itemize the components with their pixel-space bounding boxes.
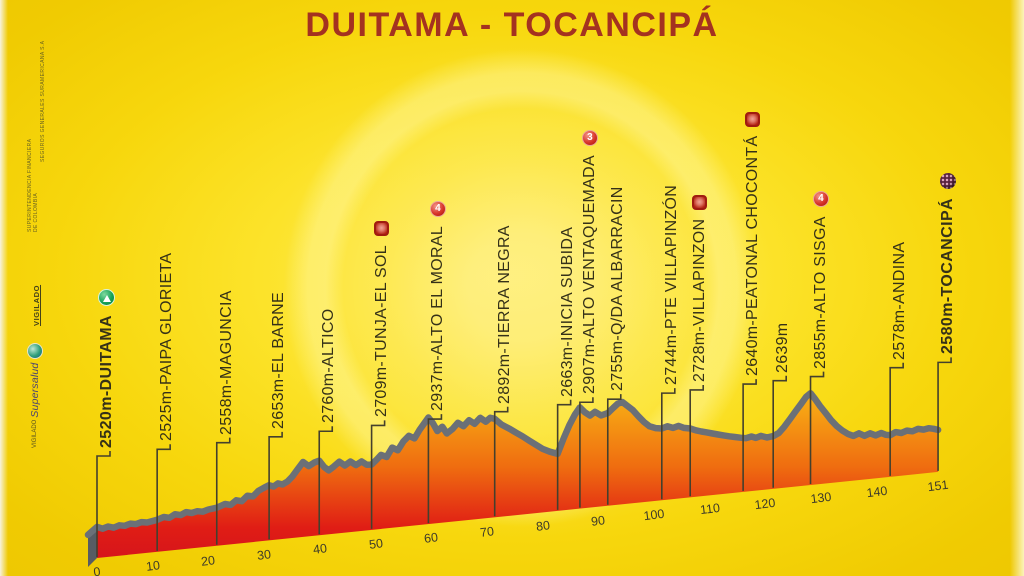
waypoint-label: 2580m-TOCANCIPÁ	[939, 173, 956, 354]
waypoint-label: 2728m-VILLAPINZON	[691, 194, 709, 382]
waypoint-label-text: 2520m-DUITAMA	[98, 315, 115, 448]
waypoint-label-text: 2728m-VILLAPINZON	[691, 218, 709, 382]
vigilado-text: VIGILADO	[32, 284, 41, 326]
waypoint-label: 2525m-PAIPA GLORIETA	[158, 253, 175, 441]
waypoint-connector-line	[742, 379, 757, 491]
waypoint-label: 2578m-ANDINA	[891, 241, 908, 359]
waypoint-label-text: 2663m-INICIA SUBIDA	[558, 226, 576, 397]
finish-icon	[939, 173, 956, 190]
waypoint-connector-line	[772, 375, 787, 488]
sprint-icon	[373, 221, 389, 237]
waypoint-label-text: 2653m-EL BARNE	[270, 291, 288, 429]
waypoint-label-text: 2640m-PEATONAL CHOCONTÁ	[744, 135, 762, 377]
start-icon	[98, 289, 115, 307]
waypoint-label-text: 2760m-ALTICO	[320, 308, 338, 424]
profile-area	[97, 393, 939, 558]
waypoint-label-text: 2639m	[774, 322, 792, 373]
waypoint-connector-line	[606, 394, 622, 505]
waypoint-label: 2937m-ALTO EL MORAL 4	[429, 201, 446, 411]
sprint-icon	[745, 111, 761, 127]
sprint-icon	[692, 194, 708, 210]
profile-crest-band	[84, 389, 942, 539]
seguros-generales-text: SEGUROS GENERALES SURAMERICANA S.A	[40, 40, 46, 162]
waypoint-connector-line	[579, 397, 594, 508]
waypoint-label: 2760m-ALTICO	[320, 309, 337, 423]
supersalud-mark: VIGILADO Supersalud	[27, 342, 43, 448]
waypoint-connector-line	[689, 384, 705, 497]
waypoint-connector-line	[889, 362, 904, 476]
waypoint-connector-line	[96, 451, 111, 557]
waypoint-label-text: 2525m-PAIPA GLORIETA	[158, 253, 176, 442]
waypoint-connector-line	[370, 420, 386, 529]
waypoint-label-text: 2580m-TOCANCIPÁ	[939, 198, 957, 355]
waypoint-label-text: 2855m-ALTO SISGA	[811, 215, 829, 369]
cat4-icon: 4	[812, 190, 829, 207]
waypoint-connector-line	[660, 388, 676, 500]
waypoint-label: 2892m-TIERRA NEGRA	[496, 225, 513, 404]
supersalud-logo-icon	[27, 342, 43, 359]
waypoint-label-text: 2744m-PTE VILLAPINZÓN	[662, 184, 680, 386]
cat3-icon: 3	[581, 130, 598, 147]
superintendencia-text: SUPERINTENDENCIA FINANCIERA DE COLOMBIA	[27, 138, 39, 232]
waypoint-connector-line	[427, 414, 443, 524]
waypoint-connector-line	[156, 444, 171, 551]
waypoint-label-text: 2558m-MAGUNCIA	[217, 289, 235, 435]
waypoint-connector-line	[556, 399, 572, 510]
waypoint-label: 2558m-MAGUNCIA	[218, 290, 235, 435]
waypoint-label-text: 2755m-Q/DA ALBARRACIN	[608, 186, 626, 392]
waypoint-label: 2855m-ALTO SISGA 4	[811, 190, 829, 369]
waypoint-label-text: 2907m-ALTO VENTAQUEMADA	[580, 155, 598, 395]
waypoint-label: 2709m-TUNJA-EL SOL	[373, 221, 390, 417]
waypoint-label: 2755m-Q/DA ALBARRACIN	[609, 187, 626, 392]
waypoint-connector-line	[215, 437, 231, 545]
waypoint-connector-line	[809, 371, 825, 484]
waypoint-connector-line	[937, 357, 952, 471]
waypoint-connector-line	[268, 431, 283, 540]
waypoint-connector-line	[318, 426, 334, 535]
waypoint-label: 2639m	[774, 322, 791, 372]
waypoint-label: 2663m-INICIA SUBIDA	[559, 227, 576, 397]
waypoint-connector-line	[493, 406, 509, 517]
waypoint-label: 2653m-EL BARNE	[270, 292, 287, 429]
waypoint-label: 2520m-DUITAMA	[98, 289, 115, 448]
waypoint-label-text: 2709m-TUNJA-EL SOL	[372, 245, 390, 418]
waypoint-label-text: 2578m-ANDINA	[891, 241, 909, 360]
waypoint-label: 2907m-ALTO VENTAQUEMADA 3	[581, 130, 598, 394]
waypoint-label-text: 2937m-ALTO EL MORAL	[429, 226, 447, 412]
waypoint-label: 2640m-PEATONAL CHOCONTÁ	[744, 111, 762, 377]
waypoint-label-text: 2892m-TIERRA NEGRA	[495, 224, 513, 404]
waypoint-label: 2744m-PTE VILLAPINZÓN	[663, 185, 680, 385]
distance-tick-label: 50	[367, 535, 384, 552]
cat4-icon: 4	[429, 201, 446, 218]
stage-title: DUITAMA - TOCANCIPÁ	[305, 6, 719, 44]
